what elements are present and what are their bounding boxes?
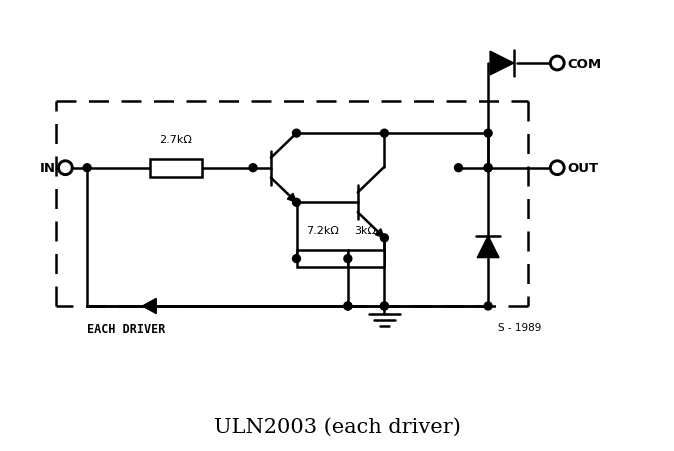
Text: COM: COM: [567, 57, 601, 70]
Text: 2.7kΩ: 2.7kΩ: [160, 135, 193, 145]
Polygon shape: [477, 236, 499, 258]
Circle shape: [380, 130, 388, 138]
Circle shape: [484, 165, 492, 172]
Bar: [150, 160, 202, 177]
Circle shape: [293, 199, 301, 207]
Circle shape: [380, 302, 388, 310]
Bar: [348, 250, 384, 268]
Circle shape: [59, 161, 72, 175]
Circle shape: [249, 165, 257, 172]
Circle shape: [293, 255, 301, 263]
Text: S - 1989: S - 1989: [498, 322, 541, 332]
Circle shape: [454, 165, 462, 172]
Circle shape: [484, 165, 492, 172]
Polygon shape: [490, 52, 514, 76]
Text: OUT: OUT: [567, 162, 599, 175]
Text: 7.2kΩ: 7.2kΩ: [306, 226, 338, 235]
Bar: [297, 250, 348, 268]
Circle shape: [484, 130, 492, 138]
Circle shape: [484, 302, 492, 310]
Circle shape: [380, 302, 388, 310]
Circle shape: [344, 255, 352, 263]
Polygon shape: [287, 194, 297, 203]
Circle shape: [551, 57, 564, 71]
Circle shape: [344, 302, 352, 310]
Circle shape: [551, 161, 564, 175]
Text: 3kΩ: 3kΩ: [355, 226, 377, 235]
Circle shape: [344, 302, 352, 310]
Circle shape: [293, 130, 301, 138]
Circle shape: [83, 165, 91, 172]
Text: ULN2003 (each driver): ULN2003 (each driver): [214, 417, 460, 436]
Text: EACH DRIVER: EACH DRIVER: [87, 322, 166, 335]
Text: IN: IN: [40, 162, 55, 175]
Polygon shape: [375, 229, 384, 238]
Polygon shape: [142, 299, 156, 314]
Circle shape: [380, 235, 388, 242]
